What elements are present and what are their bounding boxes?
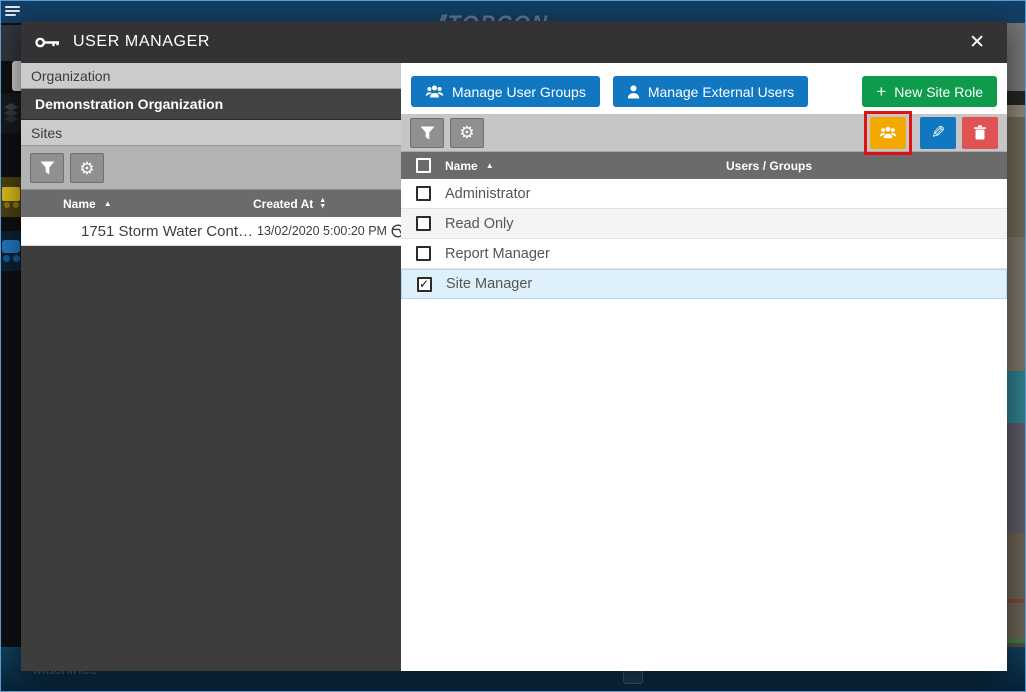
user-group-icon bbox=[879, 126, 897, 139]
sites-sort-by-created[interactable]: Created At ▲ ▼ bbox=[253, 196, 327, 211]
left-sidebar bbox=[1, 23, 21, 649]
roles-table-header: Name ▲ Users / Groups bbox=[401, 152, 1007, 179]
role-name: Report Manager bbox=[445, 245, 550, 262]
organization-sites-panel: Organization Demonstration Organization … bbox=[21, 63, 401, 671]
site-row[interactable]: 1751 Storm Water Cont… 13/02/2020 5:00:20… bbox=[21, 217, 401, 246]
trash-icon bbox=[974, 125, 986, 140]
manage-user-groups-button[interactable]: Manage User Groups bbox=[411, 76, 600, 107]
top-navigation-bar bbox=[1, 1, 1025, 23]
layers-icon[interactable] bbox=[1, 93, 21, 133]
sort-both-icon: ▲ ▼ bbox=[319, 196, 327, 210]
users-groups-column-header: Users / Groups bbox=[726, 158, 813, 173]
user-group-icon bbox=[425, 85, 444, 98]
new-site-role-button[interactable]: + New Site Role bbox=[862, 76, 997, 107]
sort-asc-icon: ▲ bbox=[103, 198, 112, 208]
assign-users-groups-button[interactable] bbox=[870, 116, 906, 149]
roles-table-body: Administrator Read Only Report Manager ✓ Sit… bbox=[401, 179, 1007, 671]
role-row[interactable]: Read Only bbox=[401, 209, 1007, 239]
role-checkbox[interactable]: ✓ bbox=[416, 276, 432, 292]
tractor-icon[interactable] bbox=[1, 231, 21, 271]
delete-role-button[interactable] bbox=[962, 116, 998, 149]
roles-filter-button[interactable] bbox=[410, 117, 444, 148]
modal-title: USER MANAGER bbox=[73, 33, 210, 50]
highlight-annotation-box bbox=[864, 110, 912, 155]
sites-table-body: 1751 Storm Water Cont… 13/02/2020 5:00:20… bbox=[21, 217, 401, 671]
filter-button[interactable] bbox=[30, 153, 64, 183]
close-icon[interactable]: ✕ bbox=[969, 31, 985, 53]
roles-action-buttons: Manage User Groups Manage External Users… bbox=[401, 63, 1007, 114]
role-checkbox[interactable] bbox=[415, 216, 431, 231]
user-icon bbox=[627, 84, 640, 98]
role-row[interactable]: ✓ Site Manager bbox=[401, 269, 1007, 299]
role-name: Read Only bbox=[445, 215, 514, 232]
role-row[interactable]: Report Manager bbox=[401, 239, 1007, 269]
roles-toolbar: ⚙ ✎ bbox=[401, 110, 1007, 155]
sort-asc-icon: ▲ bbox=[485, 160, 494, 170]
organization-section-header: Organization bbox=[21, 63, 401, 89]
modal-titlebar: USER MANAGER ✕ bbox=[21, 21, 1007, 63]
map-background bbox=[1005, 23, 1025, 691]
plus-icon: + bbox=[876, 81, 887, 101]
sites-toolbar: ⚙ bbox=[21, 146, 401, 190]
role-row[interactable]: Administrator bbox=[401, 179, 1007, 209]
site-roles-panel: Manage User Groups Manage External Users… bbox=[401, 63, 1007, 671]
key-icon bbox=[35, 36, 61, 49]
sidebar-panel-fragment bbox=[1, 25, 21, 61]
role-name: Site Manager bbox=[446, 276, 533, 292]
roles-columns-settings-button[interactable]: ⚙ bbox=[450, 117, 484, 148]
manage-external-users-button[interactable]: Manage External Users bbox=[612, 76, 809, 107]
columns-settings-button[interactable]: ⚙ bbox=[70, 153, 104, 183]
select-all-checkbox[interactable] bbox=[415, 158, 431, 173]
globe-icon bbox=[391, 224, 401, 238]
role-checkbox[interactable] bbox=[415, 246, 431, 261]
sites-sort-by-name[interactable]: Name ▲ bbox=[63, 196, 112, 211]
sites-section-header: Sites bbox=[21, 120, 401, 146]
roles-sort-by-name[interactable]: Name ▲ bbox=[445, 158, 494, 173]
truck-icon[interactable] bbox=[1, 177, 21, 217]
edit-role-button[interactable]: ✎ bbox=[920, 116, 956, 149]
role-name: Administrator bbox=[445, 185, 531, 202]
pencil-icon: ✎ bbox=[930, 123, 946, 142]
hamburger-menu-icon[interactable] bbox=[5, 4, 20, 19]
sites-table-header: Name ▲ Created At ▲ ▼ bbox=[21, 190, 401, 217]
role-checkbox[interactable] bbox=[415, 186, 431, 201]
sidebar-button-fragment bbox=[12, 61, 21, 91]
site-created-at: 13/02/2020 5:00:20 PM bbox=[253, 224, 401, 238]
site-name: 1751 Storm Water Cont… bbox=[80, 222, 253, 240]
gear-icon: ⚙ bbox=[79, 158, 95, 178]
user-manager-modal: USER MANAGER ✕ Organization Demonstratio… bbox=[21, 21, 1007, 671]
gear-icon: ⚙ bbox=[459, 123, 475, 142]
organization-row[interactable]: Demonstration Organization bbox=[21, 89, 401, 120]
